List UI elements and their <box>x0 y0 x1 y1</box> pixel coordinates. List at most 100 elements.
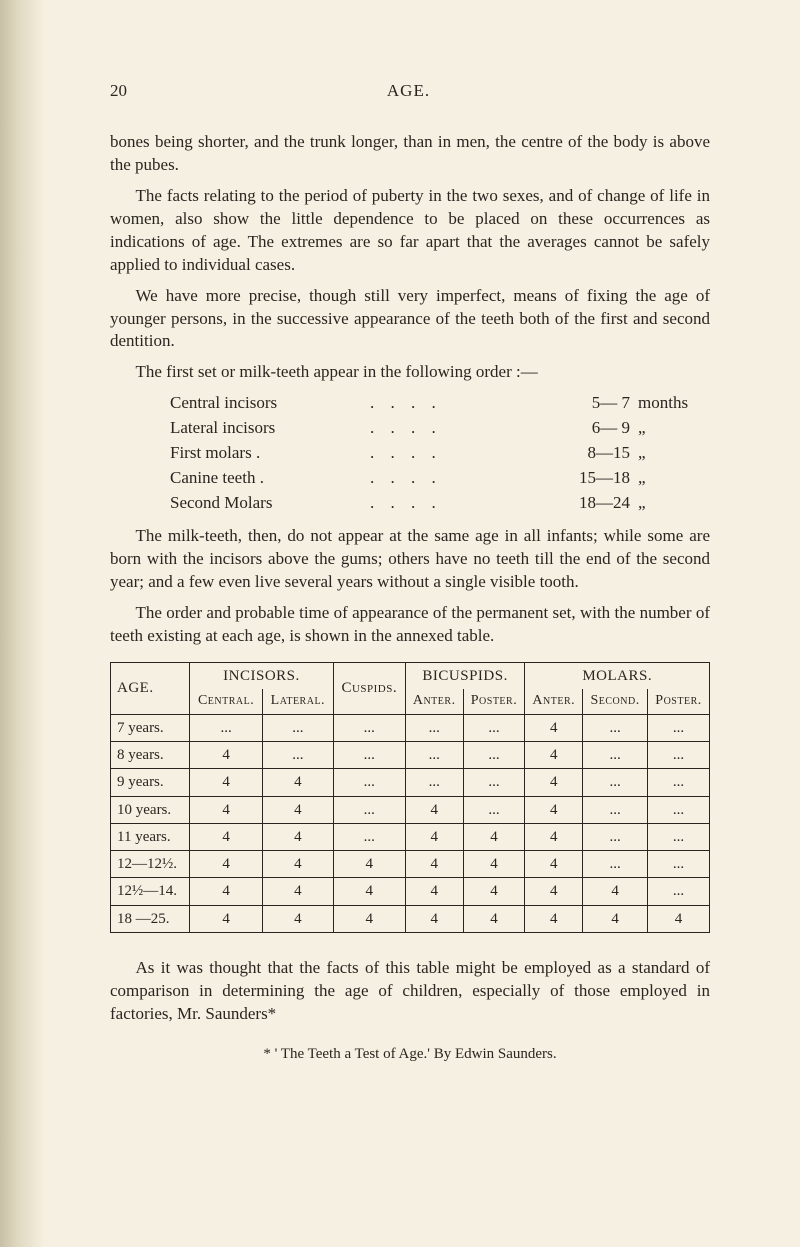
list-label: Lateral incisors <box>170 417 370 440</box>
list-item: First molars . . . . . 8—15 „ <box>170 442 710 465</box>
list-value: 6— 9 <box>500 417 630 440</box>
cell-age: 12½—14. <box>111 878 190 905</box>
cell-central: 4 <box>190 796 263 823</box>
cell-bicuspid-poster: ... <box>463 796 525 823</box>
cell-bicuspid-poster: 4 <box>463 878 525 905</box>
table-subheader-row: Central. Lateral. Anter. Poster. Anter. … <box>111 689 710 714</box>
table-row: 18 —25.44444444 <box>111 905 710 932</box>
table-row: 7 years................4...... <box>111 714 710 741</box>
footnote: * ' The Teeth a Test of Age.' By Edwin S… <box>110 1044 710 1064</box>
cell-central: 4 <box>190 851 263 878</box>
cell-molar-anter: 4 <box>525 878 583 905</box>
list-item: Central incisors . . . . 5— 7 months <box>170 392 710 415</box>
col-central: Central. <box>190 689 263 714</box>
cell-bicuspid-anter: ... <box>405 742 463 769</box>
list-value: 18—24 <box>500 492 630 515</box>
cell-molar-poster: 4 <box>648 905 710 932</box>
cell-age: 18 —25. <box>111 905 190 932</box>
cell-cuspids: ... <box>333 823 405 850</box>
col-second-molar: Second. <box>583 689 648 714</box>
list-dots: . . . . <box>370 442 500 465</box>
list-dots: . . . . <box>370 467 500 490</box>
cell-cuspids: ... <box>333 714 405 741</box>
col-age: AGE. <box>111 662 190 714</box>
page-header: 20 AGE. <box>110 80 710 103</box>
cell-cuspids: 4 <box>333 905 405 932</box>
page-spine-shadow <box>0 0 45 1247</box>
header-spacer <box>690 80 710 103</box>
cell-molar-second: 4 <box>583 878 648 905</box>
cell-bicuspid-anter: 4 <box>405 851 463 878</box>
table-body: 7 years................4......8 years.4.… <box>111 714 710 932</box>
cell-bicuspid-poster: ... <box>463 742 525 769</box>
cell-age: 10 years. <box>111 796 190 823</box>
list-unit: „ <box>630 442 710 465</box>
body-paragraph-5: The milk-teeth, then, do not appear at t… <box>110 525 710 594</box>
list-item: Second Molars . . . . 18—24 „ <box>170 492 710 515</box>
list-value: 15—18 <box>500 467 630 490</box>
list-item: Canine teeth . . . . . 15—18 „ <box>170 467 710 490</box>
cell-bicuspid-poster: 4 <box>463 905 525 932</box>
cell-molar-anter: 4 <box>525 851 583 878</box>
cell-cuspids: 4 <box>333 851 405 878</box>
col-lateral: Lateral. <box>263 689 334 714</box>
table-row: 11 years.44...444...... <box>111 823 710 850</box>
cell-lateral: ... <box>263 742 334 769</box>
cell-cuspids: ... <box>333 796 405 823</box>
list-unit: „ <box>630 467 710 490</box>
cell-molar-second: ... <box>583 851 648 878</box>
cell-age: 9 years. <box>111 769 190 796</box>
cell-bicuspid-anter: ... <box>405 769 463 796</box>
cell-molar-anter: 4 <box>525 742 583 769</box>
cell-molar-second: ... <box>583 823 648 850</box>
cell-lateral: 4 <box>263 823 334 850</box>
col-anter-molar: Anter. <box>525 689 583 714</box>
col-poster-bicuspid: Poster. <box>463 689 525 714</box>
cell-cuspids: ... <box>333 742 405 769</box>
cell-age: 11 years. <box>111 823 190 850</box>
col-bicuspids: BICUSPIDS. <box>405 662 525 689</box>
cell-molar-second: ... <box>583 714 648 741</box>
cell-molar-anter: 4 <box>525 796 583 823</box>
cell-age: 7 years. <box>111 714 190 741</box>
cell-central: 4 <box>190 878 263 905</box>
table-row: 10 years.44...4...4...... <box>111 796 710 823</box>
cell-central: 4 <box>190 823 263 850</box>
cell-bicuspid-anter: 4 <box>405 823 463 850</box>
cell-bicuspid-poster: 4 <box>463 851 525 878</box>
list-label: Canine teeth . <box>170 467 370 490</box>
cell-bicuspid-poster: ... <box>463 769 525 796</box>
col-cuspids: Cuspids. <box>333 662 405 714</box>
cell-lateral: ... <box>263 714 334 741</box>
table-row: 8 years.4............4...... <box>111 742 710 769</box>
cell-molar-anter: 4 <box>525 769 583 796</box>
cell-molar-second: ... <box>583 796 648 823</box>
table-row: 12—12½.444444...... <box>111 851 710 878</box>
body-paragraph-7: As it was thought that the facts of this… <box>110 957 710 1026</box>
cell-molar-anter: 4 <box>525 714 583 741</box>
page-number: 20 <box>110 80 127 103</box>
cell-cuspids: 4 <box>333 878 405 905</box>
teeth-age-table: AGE. INCISORS. Cuspids. BICUSPIDS. MOLAR… <box>110 662 710 933</box>
cell-central: 4 <box>190 769 263 796</box>
list-label: First molars . <box>170 442 370 465</box>
cell-lateral: 4 <box>263 796 334 823</box>
cell-bicuspid-anter: 4 <box>405 796 463 823</box>
cell-molar-poster: ... <box>648 714 710 741</box>
list-value: 5— 7 <box>500 392 630 415</box>
list-dots: . . . . <box>370 492 500 515</box>
milk-teeth-list: Central incisors . . . . 5— 7 months Lat… <box>170 392 710 515</box>
list-unit: „ <box>630 417 710 440</box>
col-anter-bicuspid: Anter. <box>405 689 463 714</box>
body-paragraph-3: We have more precise, though still very … <box>110 285 710 354</box>
cell-central: ... <box>190 714 263 741</box>
table-header-row: AGE. INCISORS. Cuspids. BICUSPIDS. MOLAR… <box>111 662 710 689</box>
body-paragraph-2: The facts relating to the period of pube… <box>110 185 710 277</box>
list-item: Lateral incisors . . . . 6— 9 „ <box>170 417 710 440</box>
list-unit: „ <box>630 492 710 515</box>
list-value: 8—15 <box>500 442 630 465</box>
cell-lateral: 4 <box>263 851 334 878</box>
cell-molar-poster: ... <box>648 742 710 769</box>
cell-age: 12—12½. <box>111 851 190 878</box>
body-paragraph-1: bones being shorter, and the trunk longe… <box>110 131 710 177</box>
